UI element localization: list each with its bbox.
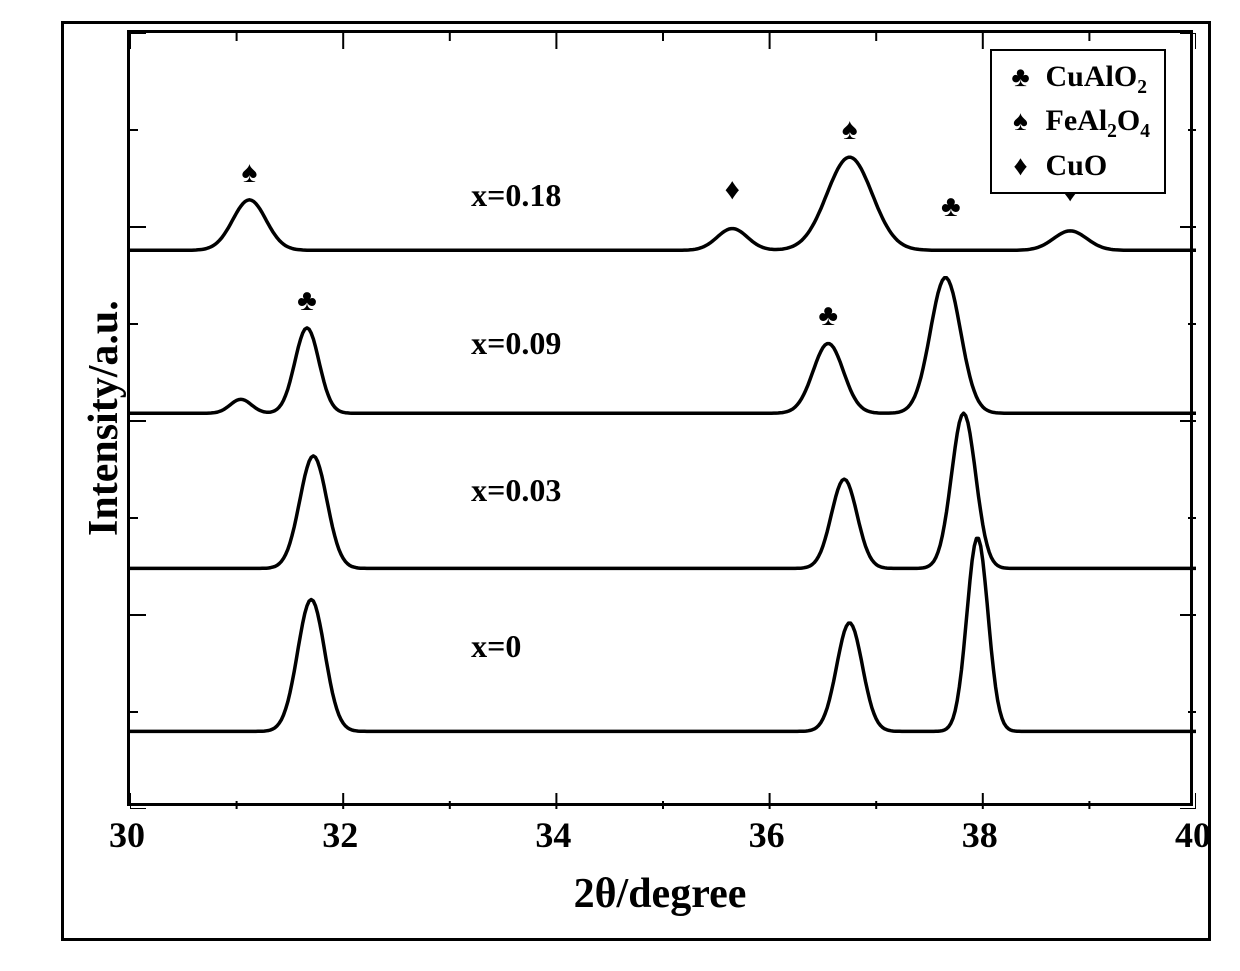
peak-marker: ♣ bbox=[297, 286, 317, 316]
x-tick-label: 34 bbox=[535, 814, 571, 856]
x-axis-label: 2θ/degree bbox=[127, 870, 1193, 918]
trace-label-x0: x=0 bbox=[471, 628, 521, 665]
x-tick-label: 38 bbox=[962, 814, 998, 856]
plot-area: x=0 x=0.03 x=0.09 ♣ ♣ x=0.18 ♠ ♦ ♠ ♣ ♦ ♣ CuAlO2 ♠ FeAl… bbox=[127, 30, 1193, 806]
legend-label: FeAl2O4 bbox=[1046, 101, 1150, 145]
legend: ♣ CuAlO2 ♠ FeAl2O4 ♦ CuO bbox=[990, 49, 1166, 194]
x-tick-label: 32 bbox=[322, 814, 358, 856]
legend-item: ♣ CuAlO2 bbox=[1006, 57, 1150, 101]
trace-x009 bbox=[130, 278, 1196, 413]
legend-label: CuO bbox=[1046, 146, 1108, 187]
legend-symbol: ♣ bbox=[1006, 59, 1036, 97]
legend-item: ♠ FeAl2O4 bbox=[1006, 101, 1150, 145]
trace-label-x003: x=0.03 bbox=[471, 472, 561, 509]
trace-x003 bbox=[130, 413, 1196, 568]
xrd-figure: Intensity/a.u. x=0x=0.03x=0.09♣♣x=0.18♠♦… bbox=[0, 0, 1240, 971]
legend-item: ♦ CuO bbox=[1006, 146, 1150, 187]
peak-marker: ♦ bbox=[725, 175, 740, 205]
x-tick-label: 36 bbox=[749, 814, 785, 856]
legend-symbol: ♦ bbox=[1006, 148, 1036, 186]
trace-label-x018: x=0.18 bbox=[471, 177, 561, 214]
legend-label: CuAlO2 bbox=[1046, 57, 1147, 101]
trace-label-x009: x=0.09 bbox=[471, 325, 561, 362]
x-tick-label: 40 bbox=[1175, 814, 1211, 856]
peak-marker: ♠ bbox=[241, 158, 257, 188]
legend-symbol: ♠ bbox=[1006, 103, 1036, 141]
x-axis-ticks: 303234363840 bbox=[127, 810, 1193, 860]
peak-marker: ♠ bbox=[842, 115, 858, 145]
peak-marker: ♣ bbox=[818, 301, 838, 331]
peak-marker: ♣ bbox=[941, 192, 961, 222]
x-tick-label: 30 bbox=[109, 814, 145, 856]
